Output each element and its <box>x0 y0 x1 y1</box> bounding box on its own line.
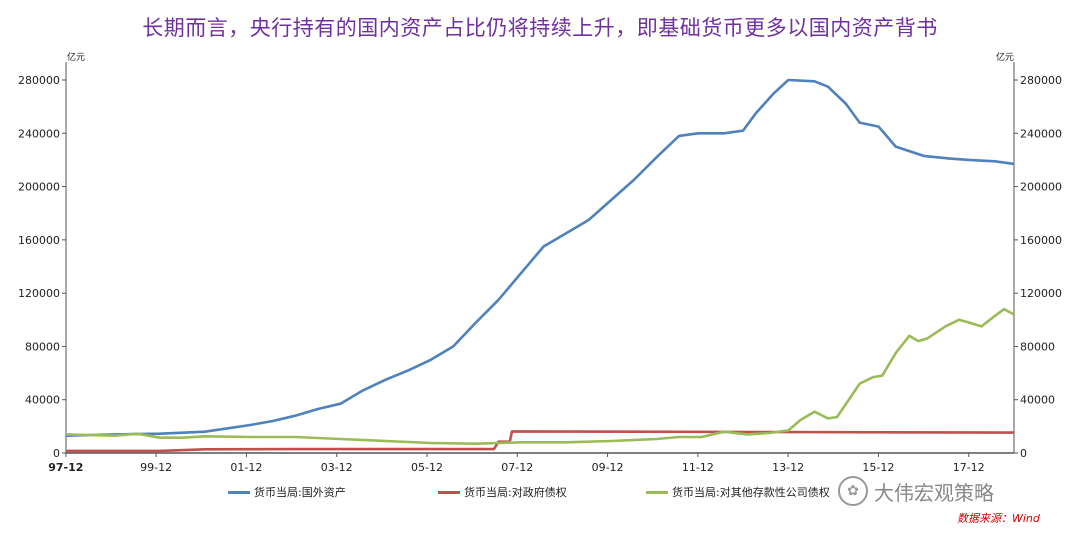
legend-swatch <box>646 490 668 494</box>
y-tick-label-right: 80000 <box>1020 340 1055 353</box>
x-tick-label: 99-12 <box>140 461 172 474</box>
legend-item-government-claims: 货币当局:对政府债权 <box>438 484 567 500</box>
watermark-text: 大伟宏观策略 <box>874 480 994 505</box>
chart-series <box>65 78 1015 453</box>
watermark: ✿ 大伟宏观策略 <box>838 476 994 506</box>
y-tick-label-left: 120000 <box>18 287 60 300</box>
legend-swatch <box>228 490 250 494</box>
chart-axes: 亿元 亿元 0 0 40000 40000 80000 80000 120000 120000 16… <box>18 51 1062 474</box>
x-tick-label: 01-12 <box>230 461 262 474</box>
series-line-3 <box>65 307 1015 445</box>
y-tick-label-left: 40000 <box>25 394 60 407</box>
series-line-2 <box>66 430 1015 453</box>
y-tick-label-right: 280000 <box>1020 74 1062 87</box>
y-tick-label-left: 0 <box>53 447 60 460</box>
x-tick-label: 03-12 <box>321 461 353 474</box>
legend-label: 货币当局:对其他存款性公司债权 <box>672 486 830 499</box>
y-tick-label-left: 160000 <box>18 234 60 247</box>
legend-item-foreign-assets: 货币当局:国外资产 <box>228 484 346 500</box>
y-unit-left: 亿元 <box>67 51 85 63</box>
series-line-1 <box>65 78 1015 437</box>
y-tick-label-left: 280000 <box>18 74 60 87</box>
x-tick-label: 09-12 <box>592 461 624 474</box>
source-note: 数据来源：Wind <box>957 512 1040 525</box>
y-tick-label-right: 40000 <box>1020 394 1055 407</box>
y-tick-label-right: 0 <box>1020 447 1027 460</box>
y-tick-label-left: 80000 <box>25 340 60 353</box>
y-unit-right: 亿元 <box>996 51 1014 63</box>
legend-swatch <box>438 490 460 494</box>
legend-label: 货币当局:国外资产 <box>254 486 346 499</box>
legend-item-bank-claims: 货币当局:对其他存款性公司债权 <box>646 484 830 500</box>
legend-label: 货币当局:对政府债权 <box>464 486 567 499</box>
x-tick-label: 15-12 <box>862 461 894 474</box>
y-tick-label-right: 160000 <box>1020 234 1062 247</box>
wechat-icon: ✿ <box>838 476 868 506</box>
y-tick-label-right: 240000 <box>1020 127 1062 140</box>
y-tick-label-left: 240000 <box>18 127 60 140</box>
x-tick-label: 11-12 <box>682 461 714 474</box>
x-tick-label: 07-12 <box>501 461 533 474</box>
x-tick-label: 13-12 <box>772 461 804 474</box>
x-tick-label: 05-12 <box>411 461 443 474</box>
y-tick-label-right: 200000 <box>1020 181 1062 194</box>
y-tick-label-right: 120000 <box>1020 287 1062 300</box>
x-tick-label: 97-12 <box>48 461 83 474</box>
y-tick-label-left: 200000 <box>18 181 60 194</box>
chart-title: 长期而言，央行持有的国内资产占比仍将持续上升，即基础货币更多以国内资产背书 <box>142 16 938 40</box>
x-tick-label: 17-12 <box>953 461 985 474</box>
